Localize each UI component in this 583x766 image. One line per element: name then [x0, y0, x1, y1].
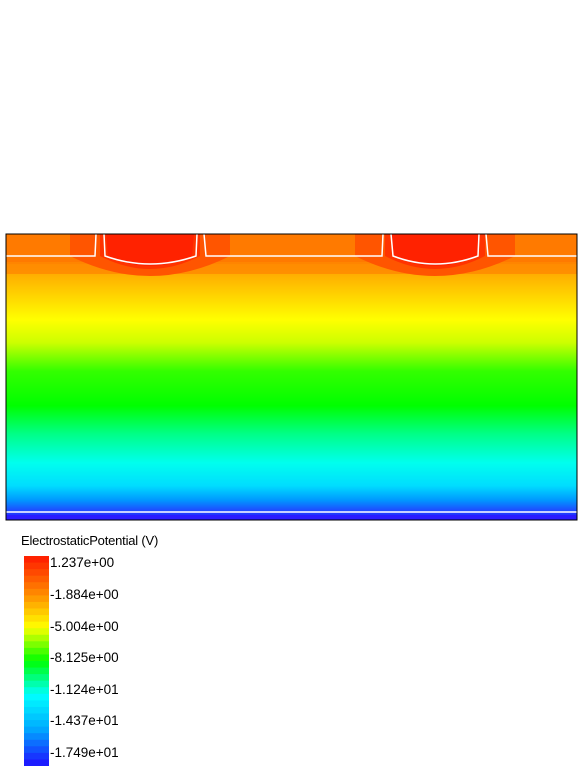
colorbar-band: [24, 746, 49, 754]
colorbar-band: [24, 588, 49, 596]
colorbar-band: [24, 739, 49, 747]
contact-top-right: [391, 234, 479, 266]
colorbar-band: [24, 641, 49, 649]
tick-label: -1.749e+01: [50, 745, 119, 760]
colorbar-band: [24, 615, 49, 623]
tick-label: -8.125e+00: [50, 650, 119, 665]
colorbar-band: [24, 700, 49, 708]
colorbar-band: [24, 582, 49, 590]
colorbar-band: [24, 634, 49, 642]
colorbar-band: [24, 575, 49, 583]
device-domain: [6, 234, 577, 520]
junction-contour: [6, 233, 577, 265]
back-contact: [6, 515, 577, 520]
colorbar-band: [24, 562, 49, 570]
colorbar-band: [24, 569, 49, 577]
colorbar-band: [24, 608, 49, 616]
colorbar-band: [24, 654, 49, 662]
colorbar-band: [24, 556, 49, 564]
colorbar-band: [24, 661, 49, 669]
tick-label: 1.237e+00: [50, 555, 115, 570]
colorbar-band: [24, 667, 49, 675]
colorbar-band: [24, 720, 49, 728]
colorbar-band: [24, 647, 49, 655]
colorbar-band: [24, 621, 49, 629]
legend-title: ElectrostaticPotential (V): [21, 533, 159, 548]
contact-top-left: [106, 234, 194, 266]
tick-label: -5.004e+00: [50, 619, 119, 634]
colorbar-band: [24, 726, 49, 734]
tick-label: -1.437e+01: [50, 713, 119, 728]
tick-label: -1.124e+01: [50, 682, 119, 697]
colorbar-band: [24, 759, 49, 766]
colorbar-band: [24, 680, 49, 688]
colorbar-band: [24, 693, 49, 701]
colorbar-band: [24, 733, 49, 741]
colorbar-band: [24, 595, 49, 603]
colorbar-band: [24, 713, 49, 721]
colorbar: [24, 556, 49, 766]
colorbar-band: [24, 628, 49, 636]
colorbar-band: [24, 674, 49, 682]
colorbar-band: [24, 687, 49, 695]
domain-border: [5, 233, 578, 521]
colorbar-band: [24, 601, 49, 609]
tick-label: -1.884e+00: [50, 587, 119, 602]
colorbar-band: [24, 706, 49, 714]
